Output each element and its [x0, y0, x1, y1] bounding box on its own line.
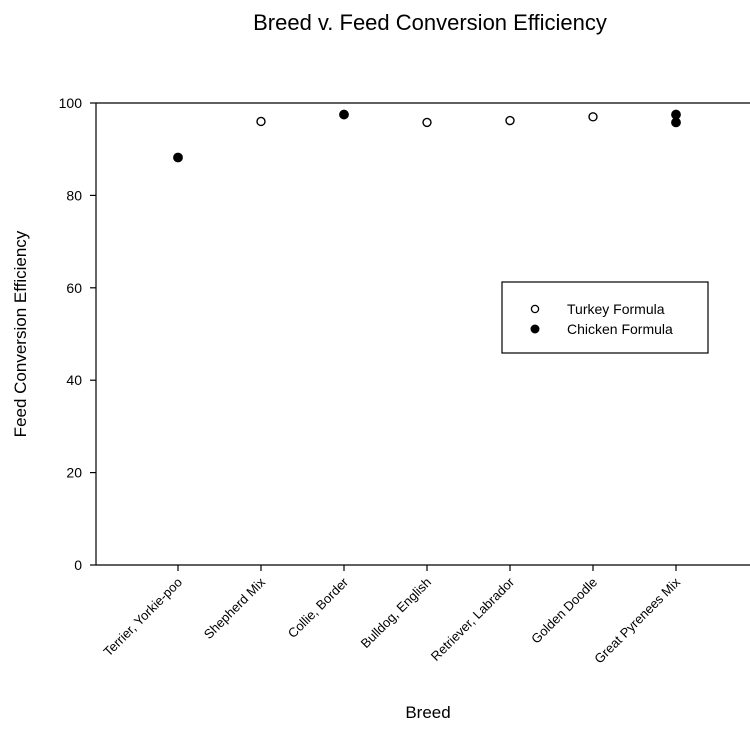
data-points	[173, 109, 681, 163]
y-axis-label: Feed Conversion Efficiency	[11, 230, 30, 437]
x-tick-label-shepherd-mix: Shepherd Mix	[201, 574, 269, 642]
x-tick-label-great-pyrenees-mix: Great Pyrenees Mix	[591, 574, 683, 666]
point-chicken-formula-terrier-yorkie-poo	[173, 152, 183, 163]
x-tick-label-terrier-yorkie-poo: Terrier, Yorkie-poo	[100, 575, 185, 660]
point-turkey-formula-shepherd-mix	[256, 116, 266, 127]
x-tick-label-golden-doodle: Golden Doodle	[528, 575, 600, 647]
y-tick-label: 60	[66, 280, 82, 296]
y-tick-label: 40	[66, 372, 82, 388]
y-tick-label: 80	[66, 187, 82, 203]
legend-marker-chicken	[530, 324, 540, 334]
x-ticks: Terrier, Yorkie-poo Shepherd Mix Collie, B…	[100, 565, 683, 666]
x-tick-label-bulldog-english: Bulldog, English	[358, 575, 435, 652]
x-axis-label: Breed	[405, 703, 450, 722]
chart-title: Breed v. Feed Conversion Efficiency	[253, 10, 607, 35]
legend-label-chicken: Chicken Formula	[567, 321, 673, 337]
point-turkey-formula-golden-doodle	[588, 112, 598, 122]
legend-marker-turkey	[530, 304, 540, 314]
x-tick-label-retriever-labrador: Retriever, Labrador	[428, 574, 518, 664]
y-tick-label: 20	[66, 465, 82, 481]
point-turkey-formula-retriever-labrador	[505, 115, 515, 126]
legend-label-turkey: Turkey Formula	[567, 301, 665, 317]
point-turkey-formula-bulldog-english	[422, 117, 432, 128]
point-chicken-formula-great-pyrenees-mix	[671, 117, 681, 128]
legend-box	[501, 281, 709, 354]
y-tick-label: 0	[74, 557, 82, 573]
y-tick-label: 100	[59, 95, 83, 111]
legend: Turkey Formula Chicken Formula	[501, 281, 709, 354]
axes	[95, 102, 750, 566]
point-chicken-formula-collie-border	[339, 109, 349, 120]
y-ticks: 0 20 40 60 80 100	[59, 95, 96, 573]
x-tick-label-collie-border: Collie, Border	[285, 574, 352, 641]
